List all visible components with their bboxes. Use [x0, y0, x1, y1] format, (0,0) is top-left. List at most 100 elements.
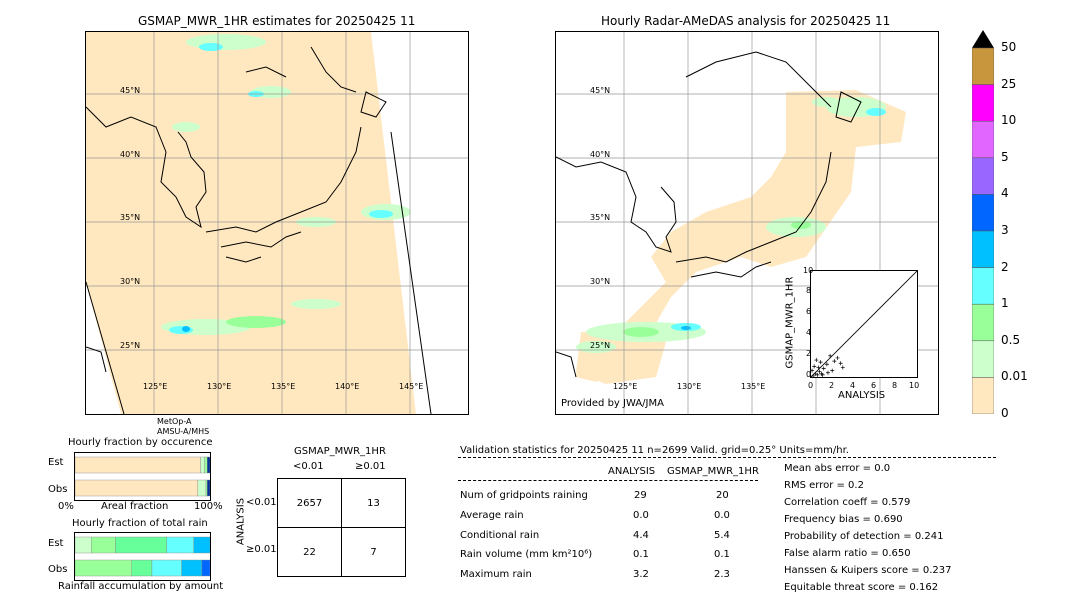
score-mae: Mean abs error = 0.0: [784, 463, 891, 474]
scatter-point: [828, 353, 833, 358]
scatter-point: [824, 362, 829, 367]
scatter-ytick-6: 6: [806, 307, 812, 316]
validation-row-label: Average rain: [460, 510, 524, 521]
right-lat-label-25: 25°N: [590, 341, 611, 350]
colorbar-label: 3: [1001, 223, 1009, 237]
stacked-bar-segment: [205, 479, 208, 497]
stacked-bar-segment: [201, 559, 211, 577]
contingency-table: 2657 13 22 7: [277, 478, 406, 577]
scatter-point: [832, 359, 837, 364]
scatter-point: [817, 369, 822, 374]
total-rain-title: Hourly fraction of total rain: [72, 518, 208, 529]
score-far: False alarm ratio = 0.650: [784, 548, 911, 559]
scatter-ylabel: GSMAP_MWR_1HR: [784, 276, 796, 369]
total-rain-est-label: Est: [48, 538, 64, 549]
left-map-title: GSMAP_MWR_1HR estimates for 20250425 11: [138, 14, 416, 28]
left-lat-label-45: 45°N: [120, 86, 141, 95]
scatter-ytick-8: 8: [806, 286, 812, 295]
left-lon-label-130: 130°E: [207, 382, 232, 391]
left-lon-label-125: 125°E: [143, 382, 168, 391]
right-lon-label-130: 130°E: [677, 382, 702, 391]
colorbar-label: 50: [1001, 40, 1017, 54]
total-rain-axis-mid: Rainfall accumulation by amount: [58, 581, 224, 592]
provider-credit: Provided by JWA/JMA: [561, 398, 664, 409]
validation-row-analysis: 3.2: [633, 569, 649, 580]
validation-row-label: Conditional rain: [460, 530, 540, 541]
colorbar-svg: [971, 30, 995, 415]
colorbar-label: 4: [1001, 186, 1009, 201]
colorbar-label: 0: [1001, 406, 1009, 420]
right-lon-label-135: 135°E: [741, 382, 766, 391]
colorbar-label: 25: [1001, 76, 1017, 91]
colorbar-segment: [971, 267, 995, 305]
left-grid: [86, 32, 468, 414]
colorbar-segment: [971, 120, 995, 159]
scatter-plot: [810, 270, 918, 378]
scatter-xtick-2: 2: [829, 381, 835, 390]
swath-edges: [86, 131, 432, 414]
scatter-point: [840, 365, 845, 370]
stacked-bar-segment: [204, 456, 208, 474]
scatter-point: [816, 365, 821, 370]
sat-note-1: MetOp-A: [157, 417, 192, 426]
scatter-ytick-2: 2: [806, 349, 812, 358]
left-lon-label-145: 145°E: [399, 382, 424, 391]
contingency-cell-00: 2657: [277, 478, 342, 528]
validation-col-analysis: ANALYSIS: [608, 466, 656, 477]
sat-note-2: AMSU-A/MHS: [157, 427, 210, 436]
colorbar-label: 10: [1001, 113, 1017, 128]
left-lat-label-25: 25°N: [120, 341, 141, 350]
left-lat-label-35: 35°N: [120, 213, 141, 222]
stacked-bar-segment: [207, 479, 211, 497]
stacked-bar-segment: [200, 456, 205, 474]
stacked-bar-segment: [193, 536, 211, 554]
occurrence-axis-left: 0%: [58, 501, 74, 512]
scatter-point: [812, 364, 817, 369]
occurrence-title: Hourly fraction by occurence: [68, 437, 213, 448]
colorbar-label: 1: [1001, 296, 1009, 311]
scatter-ytick-0: 0: [806, 370, 812, 379]
occurrence-axis-mid: Areal fraction: [101, 501, 169, 512]
colorbar-segment: [971, 230, 995, 268]
contingency-row2: ≥0.01: [246, 544, 277, 555]
colorbar-segment: [971, 340, 995, 378]
occurrence-est-label: Est: [48, 457, 64, 468]
validation-row-gsmap: 0.0: [714, 510, 730, 521]
validation-row-analysis: 0.1: [633, 549, 649, 560]
validation-col-gsmap: GSMAP_MWR_1HR: [667, 466, 759, 477]
score-ets: Equitable threat score = 0.162: [784, 582, 939, 593]
occurrence-obs-label: Obs: [48, 484, 68, 495]
scatter-point: [825, 370, 830, 375]
validation-divider: [458, 457, 996, 458]
stacked-bar-segment: [131, 559, 153, 577]
validation-row-label: Rain volume (mm km²10⁶): [460, 549, 593, 560]
right-coastlines: [556, 51, 862, 378]
validation-col-divider: [458, 480, 758, 481]
score-pod: Probability of detection = 0.241: [784, 531, 944, 542]
colorbar-segment: [971, 84, 995, 122]
scatter-ytick-10: 10: [803, 266, 814, 275]
stacked-bar-segment: [181, 559, 203, 577]
contingency-col2: ≥0.01: [355, 461, 386, 472]
validation-row-analysis: 29: [634, 490, 647, 501]
left-map: 45°N 40°N 35°N 30°N 25°N 125°E 130°E 135…: [85, 31, 469, 415]
contingency-cell-11: 7: [341, 527, 406, 577]
left-lat-label-30: 30°N: [120, 277, 141, 286]
analysis-rain-patches: [576, 97, 886, 353]
validation-row-gsmap: 20: [716, 490, 729, 501]
stacked-bar-segment: [115, 536, 167, 554]
total-rain-chart: [74, 532, 211, 581]
contingency-row1: <0.01: [246, 497, 277, 508]
scatter-point: [820, 372, 825, 377]
validation-row-gsmap: 5.4: [714, 530, 730, 541]
scatter-point: [838, 361, 843, 366]
validation-row-analysis: 4.4: [633, 530, 649, 541]
left-lat-label-40: 40°N: [120, 150, 141, 159]
stacked-bar-segment: [197, 479, 207, 497]
total-rain-svg: [74, 536, 211, 577]
scatter-xlabel: ANALYSIS: [838, 390, 886, 401]
scatter-point: [835, 355, 840, 360]
scatter-point: [813, 371, 818, 376]
colorbar: [971, 30, 995, 415]
validation-row-gsmap: 2.3: [714, 569, 730, 580]
